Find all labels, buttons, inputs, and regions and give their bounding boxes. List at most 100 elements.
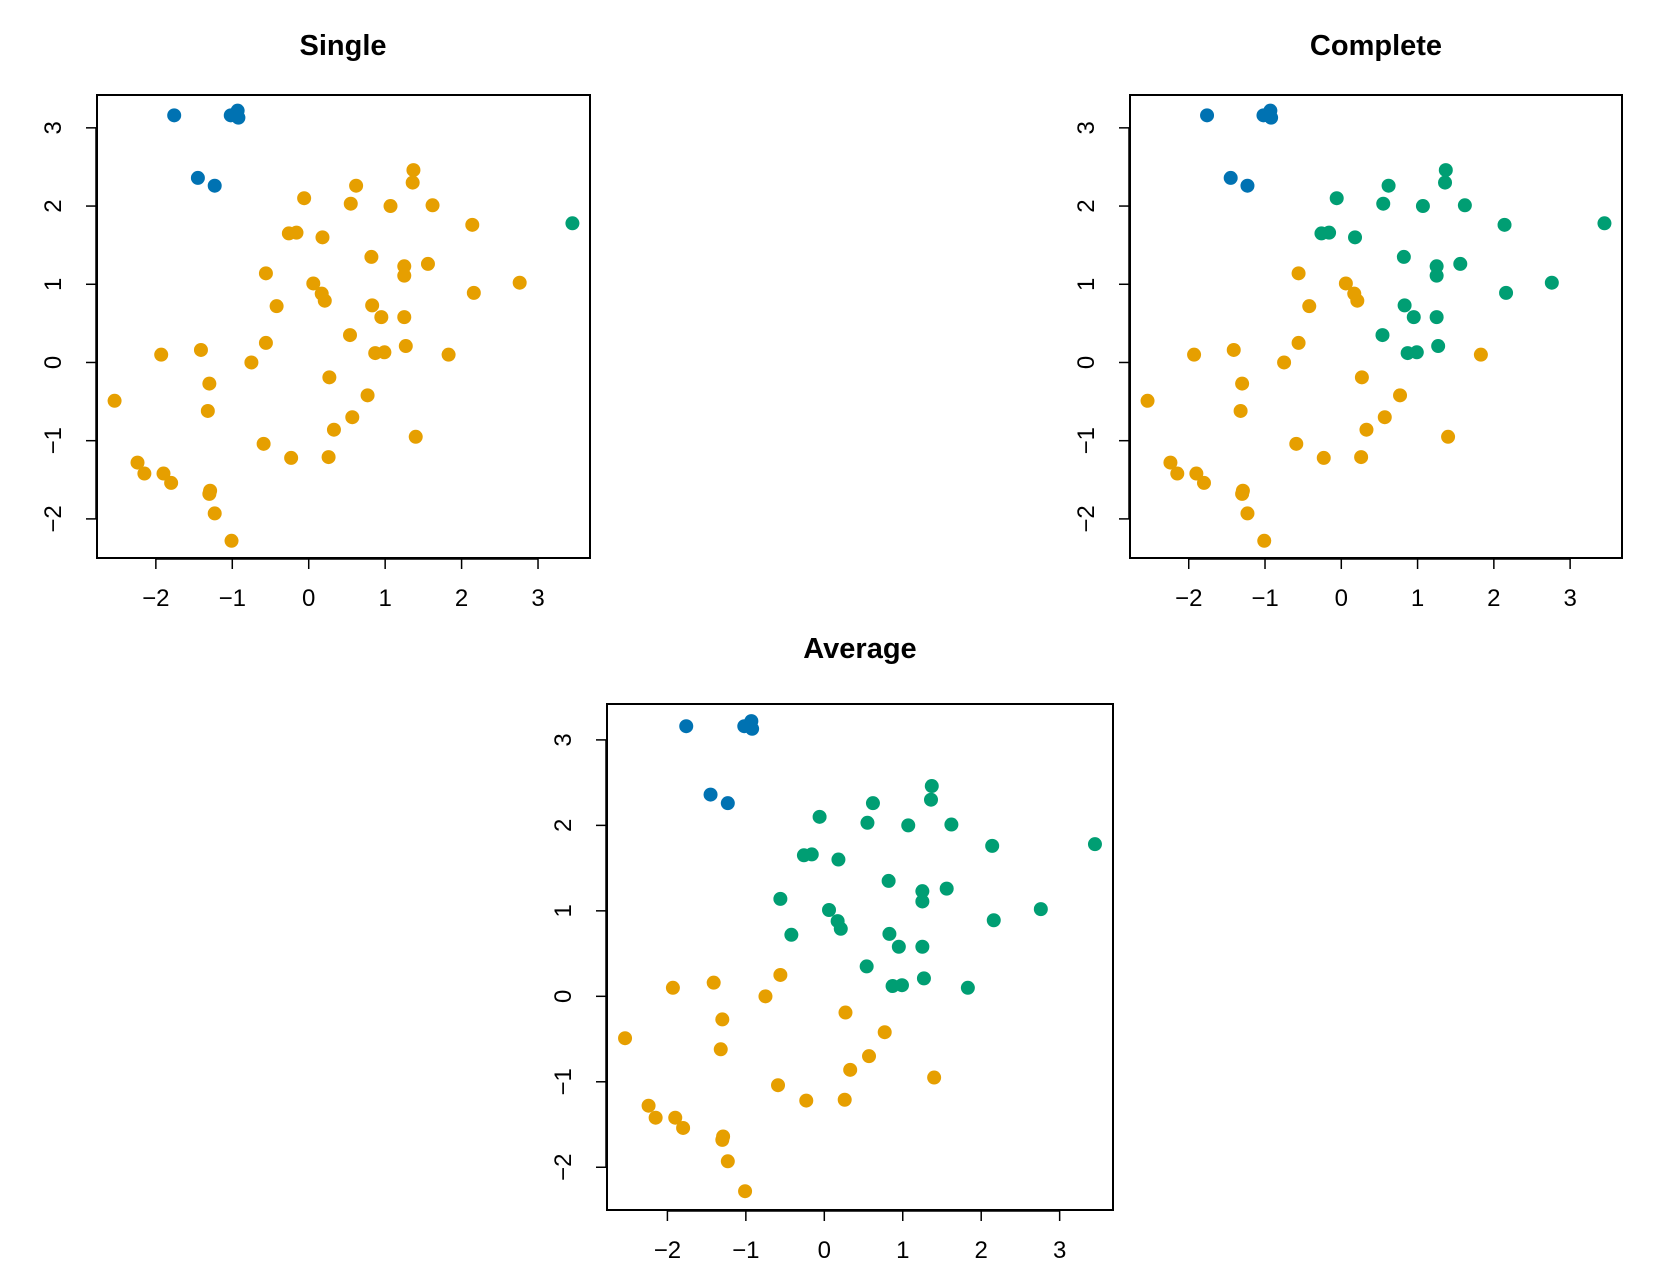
- data-point-cluster-3: [1381, 178, 1396, 193]
- data-point-cluster-3: [986, 913, 1001, 928]
- data-point-cluster-1: [365, 298, 380, 313]
- data-point-cluster-3: [1429, 268, 1444, 283]
- data-point-cluster-1: [405, 175, 420, 190]
- data-point-cluster-1: [738, 1184, 753, 1199]
- data-point-cluster-1: [1302, 299, 1317, 314]
- data-point-cluster-2: [207, 178, 222, 193]
- data-point-cluster-1: [1289, 436, 1304, 451]
- data-point-cluster-1: [720, 1154, 735, 1169]
- data-point-cluster-3: [1409, 345, 1424, 360]
- data-point-cluster-1: [877, 1025, 892, 1040]
- data-point-cluster-1: [465, 217, 480, 232]
- data-point-cluster-3: [901, 818, 916, 833]
- y-tick-label: 1: [1073, 278, 1100, 291]
- x-tick-label: 2: [1487, 585, 1500, 612]
- data-point-cluster-1: [207, 506, 222, 521]
- x-tick-label: 0: [818, 1237, 831, 1264]
- data-point-cluster-1: [364, 249, 379, 264]
- data-point-cluster-1: [256, 436, 271, 451]
- data-point-cluster-3: [1375, 328, 1390, 343]
- data-point-cluster-3: [915, 884, 930, 899]
- x-tick-label: −2: [1175, 585, 1202, 612]
- data-point-cluster-1: [397, 268, 412, 283]
- data-point-cluster-2: [745, 721, 760, 736]
- panel-complete: Complete −2 −1 0 1 2 3 −2 −1 0 1 2 3: [1073, 30, 1623, 612]
- x-tick-label: 1: [378, 585, 391, 612]
- data-point-cluster-3: [1497, 217, 1512, 232]
- data-point-cluster-3: [833, 921, 848, 936]
- data-point-cluster-3: [1597, 216, 1612, 231]
- x-tick-label: 2: [975, 1237, 988, 1264]
- data-point-cluster-3: [860, 815, 875, 830]
- data-point-cluster-3: [1329, 191, 1344, 206]
- data-point-cluster-3: [1438, 175, 1453, 190]
- data-point-cluster-1: [862, 1049, 877, 1064]
- data-point-cluster-1: [715, 1012, 730, 1027]
- data-point-cluster-1: [315, 230, 330, 245]
- data-point-cluster-1: [360, 388, 375, 403]
- data-point-cluster-1: [1140, 393, 1155, 408]
- data-point-cluster-1: [512, 275, 527, 290]
- data-point-cluster-3: [1396, 249, 1411, 264]
- data-point-cluster-1: [466, 285, 481, 300]
- data-point-cluster-3: [784, 927, 799, 942]
- data-point-cluster-2: [679, 719, 694, 734]
- y-tick-label: −1: [40, 427, 67, 454]
- data-point-cluster-1: [1163, 455, 1178, 470]
- y-tick-label: 0: [1073, 356, 1100, 369]
- data-point-cluster-1: [715, 1132, 730, 1147]
- y-tick-label: 3: [550, 733, 577, 746]
- data-point-cluster-1: [383, 199, 398, 214]
- data-point-cluster-2: [1240, 178, 1255, 193]
- data-point-cluster-1: [420, 256, 435, 271]
- data-point-cluster-1: [343, 196, 358, 211]
- data-point-cluster-3: [960, 980, 975, 995]
- data-point-cluster-1: [269, 299, 284, 314]
- y-tick-label: 1: [550, 904, 577, 917]
- data-point-cluster-3: [1087, 837, 1102, 852]
- chart-title: Average: [803, 633, 916, 665]
- data-point-cluster-3: [891, 939, 906, 954]
- data-point-cluster-1: [244, 355, 259, 370]
- data-point-cluster-1: [306, 276, 321, 291]
- data-point-cluster-3: [812, 809, 827, 824]
- data-point-cluster-2: [190, 170, 205, 185]
- y-tick-label: 2: [40, 199, 67, 212]
- y-tick-label: 2: [1073, 199, 1100, 212]
- data-point-cluster-3: [1348, 230, 1363, 245]
- x-tick-label: 0: [1335, 585, 1348, 612]
- y-tick-label: 1: [40, 278, 67, 291]
- data-point-cluster-1: [224, 533, 239, 548]
- data-point-cluster-1: [284, 450, 299, 465]
- data-point-cluster-1: [1226, 342, 1241, 357]
- data-point-cluster-1: [1233, 403, 1248, 418]
- data-point-cluster-1: [202, 486, 217, 501]
- data-point-cluster-2: [1264, 110, 1279, 125]
- data-point-cluster-1: [1277, 355, 1292, 370]
- data-point-cluster-3: [1033, 902, 1048, 917]
- data-point-cluster-1: [1170, 466, 1185, 481]
- data-point-cluster-1: [156, 466, 171, 481]
- y-tick-label: 0: [40, 356, 67, 369]
- data-point-cluster-3: [915, 894, 930, 909]
- panel-average: Average −2 −1 0 1 2 3 −2 −1 0 1 2 3: [550, 633, 1114, 1264]
- x-tick-label: 3: [531, 585, 544, 612]
- data-point-cluster-1: [441, 347, 456, 362]
- data-point-cluster-1: [843, 1062, 858, 1077]
- data-point-cluster-2: [231, 110, 246, 125]
- data-point-cluster-3: [944, 817, 959, 832]
- data-point-cluster-3: [985, 838, 1000, 853]
- data-point-cluster-3: [915, 939, 930, 954]
- data-point-cluster-1: [1350, 293, 1365, 308]
- x-tick-label: −2: [142, 585, 169, 612]
- data-point-cluster-1: [349, 178, 364, 193]
- data-point-cluster-1: [773, 967, 788, 982]
- data-point-cluster-1: [1291, 335, 1306, 350]
- data-point-cluster-3: [1429, 310, 1444, 325]
- y-tick-label: 3: [40, 121, 67, 134]
- data-point-cluster-3: [894, 978, 909, 993]
- data-point-cluster-1: [130, 455, 145, 470]
- data-point-cluster-1: [1377, 410, 1392, 425]
- data-point-cluster-1: [1291, 266, 1306, 281]
